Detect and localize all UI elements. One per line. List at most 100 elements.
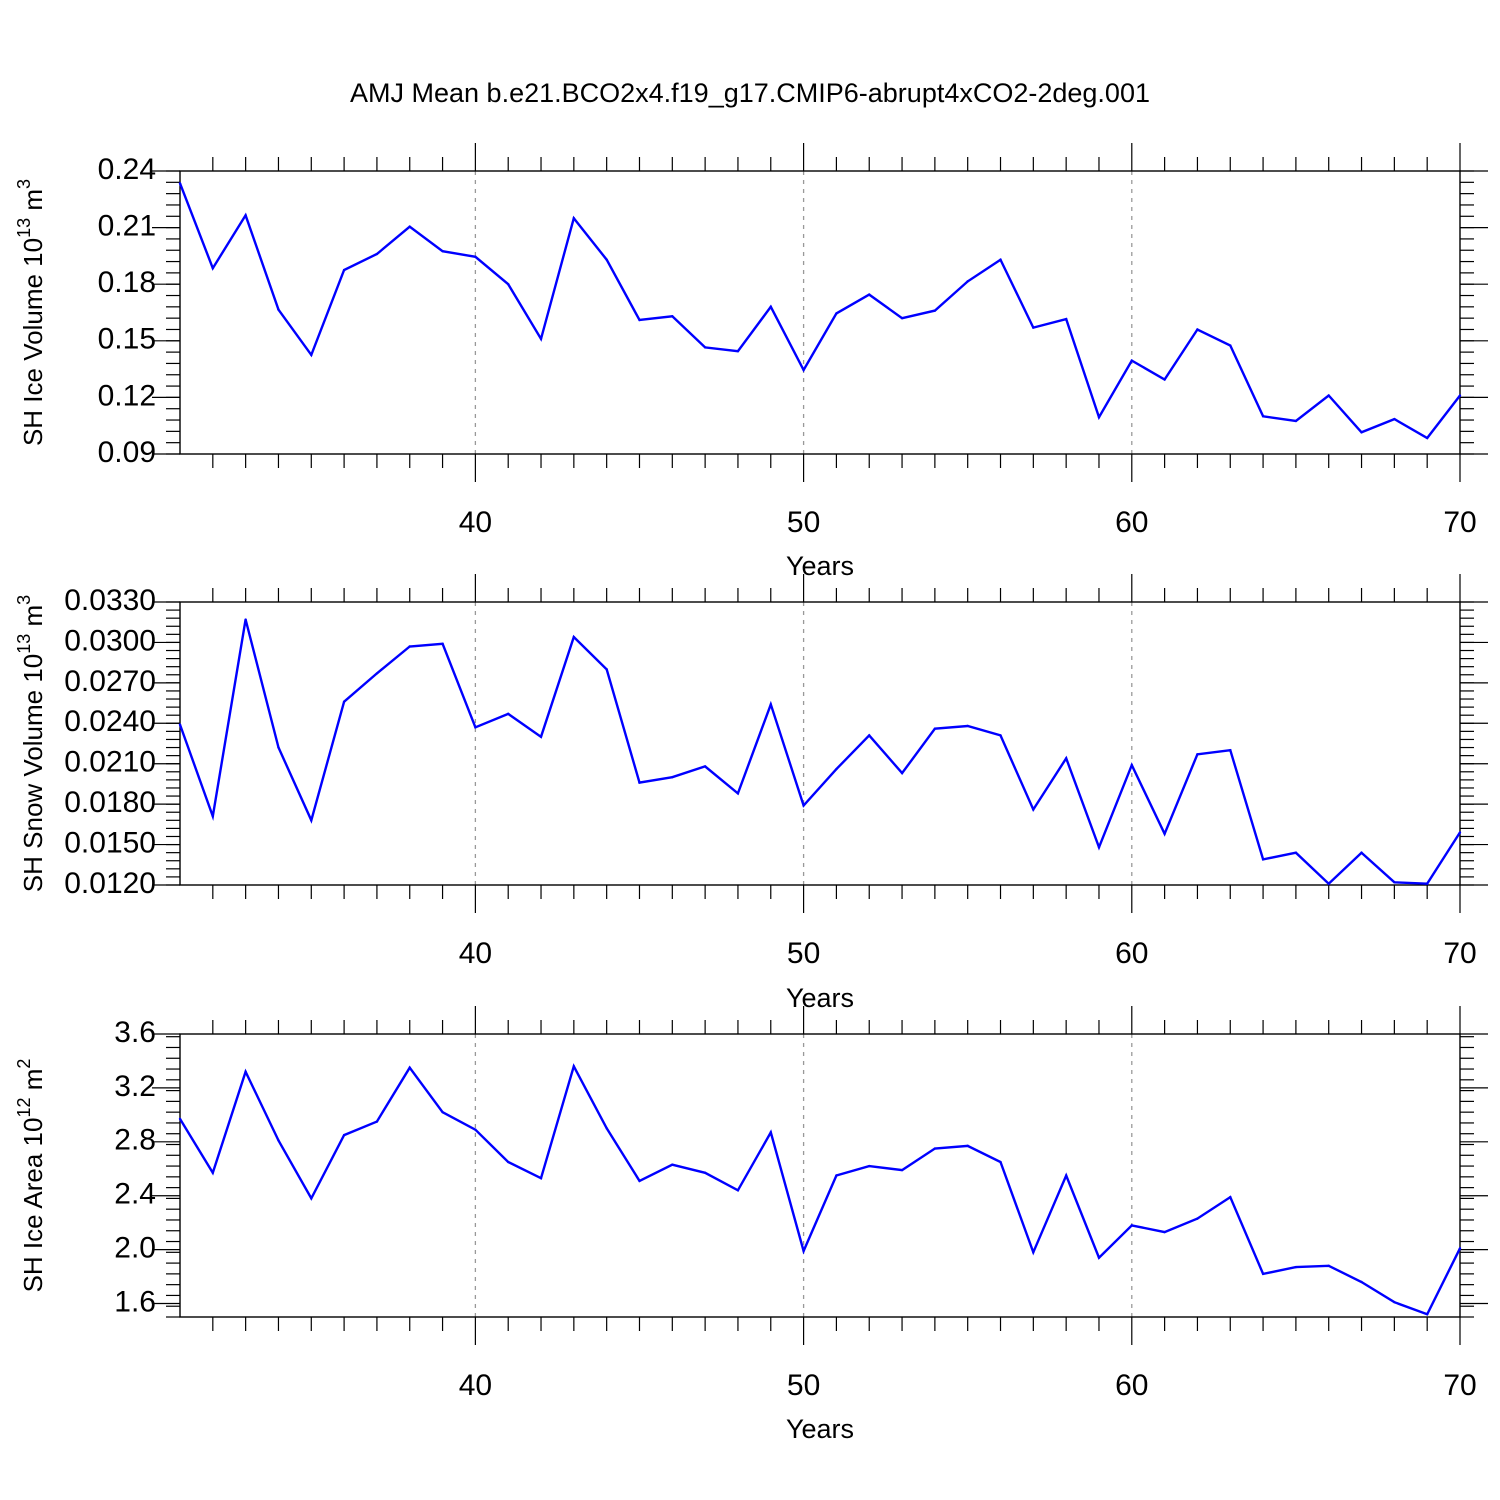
panel-3: 40 50 60 70 1.6 2.0 2.4 2.8 3.2 3.6 Years SH Ice Ar… bbox=[14, 1006, 1488, 1444]
y-tick-label: 3.6 bbox=[114, 1016, 156, 1049]
y-tick-label: 2.4 bbox=[114, 1178, 156, 1211]
data-point bbox=[671, 315, 674, 318]
data-point bbox=[605, 668, 608, 671]
data-point bbox=[441, 249, 444, 253]
data-point bbox=[900, 771, 904, 775]
panel-2: 40 50 60 70 0.0120 0.0150 0.0180 0.0210 0.0240 0.… bbox=[14, 574, 1488, 1013]
panel-1: 40 50 60 70 0.09 0.12 0.15 0.18 0.21 0.24 Years SH … bbox=[14, 143, 1488, 581]
data-point bbox=[244, 214, 247, 217]
data-point bbox=[638, 318, 641, 322]
x-tick-label: 50 bbox=[787, 937, 820, 970]
data-point bbox=[1163, 1230, 1166, 1234]
data-point bbox=[244, 618, 247, 621]
data-point bbox=[1425, 882, 1429, 885]
data-point bbox=[408, 645, 411, 648]
series-line bbox=[178, 1063, 1462, 1316]
y-tick-label: 0.0300 bbox=[64, 624, 156, 657]
data-point bbox=[211, 815, 215, 818]
data-point bbox=[1097, 1256, 1101, 1259]
data-point bbox=[1130, 763, 1133, 767]
y-tick-label: 0.0150 bbox=[64, 826, 156, 859]
data-point bbox=[1294, 419, 1298, 423]
y-axis-label: SH Ice Area 1012 m2 bbox=[14, 1059, 48, 1293]
data-point bbox=[703, 765, 707, 768]
x-tick-label: 50 bbox=[787, 1369, 820, 1402]
data-point bbox=[178, 723, 182, 726]
data-point bbox=[703, 346, 707, 349]
data-point bbox=[1458, 1247, 1462, 1250]
data-point bbox=[211, 266, 215, 270]
data-point bbox=[1261, 858, 1265, 861]
data-point bbox=[769, 703, 772, 706]
data-point bbox=[507, 1160, 510, 1164]
data-point bbox=[966, 1144, 969, 1148]
data-point bbox=[375, 672, 379, 675]
y-tick-label: 1.6 bbox=[114, 1285, 156, 1318]
x-tick-label: 70 bbox=[1443, 937, 1476, 970]
data-point bbox=[1064, 317, 1068, 321]
data-point bbox=[1130, 359, 1133, 362]
data-point bbox=[638, 1179, 641, 1183]
data-point bbox=[703, 1171, 707, 1175]
data-point bbox=[1327, 882, 1330, 885]
data-point bbox=[900, 316, 904, 320]
data-point bbox=[1360, 1280, 1363, 1284]
data-point bbox=[342, 268, 346, 272]
data-point bbox=[1458, 394, 1462, 397]
y-tick-label: 3.2 bbox=[114, 1070, 156, 1103]
data-point bbox=[999, 734, 1002, 737]
y-tick-label: 0.18 bbox=[98, 266, 156, 299]
x-axis-label: Years bbox=[786, 983, 854, 1013]
data-point bbox=[868, 734, 871, 737]
data-point bbox=[277, 308, 280, 311]
data-point bbox=[1163, 832, 1166, 835]
x-tick-label: 40 bbox=[459, 506, 492, 539]
series-line bbox=[178, 182, 1461, 440]
data-point bbox=[1393, 881, 1396, 884]
data-point bbox=[1360, 851, 1363, 854]
data-point bbox=[1196, 1217, 1199, 1220]
data-point bbox=[1393, 417, 1396, 421]
data-point bbox=[999, 258, 1002, 261]
data-point bbox=[539, 1176, 543, 1180]
data-point bbox=[1196, 328, 1199, 331]
data-point bbox=[310, 353, 313, 357]
data-point bbox=[211, 1171, 215, 1175]
data-point bbox=[572, 635, 576, 639]
data-point bbox=[375, 1120, 379, 1123]
x-tick-label: 50 bbox=[787, 506, 820, 539]
series-line bbox=[178, 619, 1462, 886]
data-point bbox=[474, 726, 477, 729]
y-tick-label: 0.0330 bbox=[64, 584, 156, 617]
data-point bbox=[769, 1131, 772, 1134]
data-point bbox=[933, 1147, 937, 1150]
data-point bbox=[1261, 415, 1265, 418]
data-point bbox=[1032, 808, 1035, 811]
plot-frame bbox=[179, 601, 1461, 886]
data-point bbox=[441, 642, 444, 645]
data-point bbox=[835, 767, 838, 771]
data-point bbox=[605, 1127, 608, 1130]
y-axis-label: SH Snow Volume 1013 m3 bbox=[14, 595, 48, 892]
data-point bbox=[1196, 753, 1199, 756]
data-point bbox=[736, 349, 740, 353]
y-tick-label: 0.0180 bbox=[64, 786, 156, 819]
data-point bbox=[868, 293, 871, 296]
y-axis-label: SH Ice Volume 1013 m3 bbox=[14, 179, 48, 446]
data-point bbox=[1294, 851, 1298, 854]
data-point bbox=[1360, 431, 1363, 434]
data-point bbox=[999, 1160, 1002, 1164]
data-point bbox=[1032, 1251, 1035, 1254]
data-point bbox=[1229, 1195, 1232, 1199]
data-point bbox=[802, 368, 805, 372]
data-point bbox=[178, 182, 182, 185]
data-point bbox=[1032, 326, 1035, 329]
data-point bbox=[769, 305, 772, 309]
data-point bbox=[835, 1174, 838, 1177]
data-point bbox=[1327, 394, 1330, 397]
data-point bbox=[507, 283, 510, 286]
data-point bbox=[310, 1197, 313, 1200]
data-point bbox=[310, 819, 313, 822]
data-point bbox=[441, 1110, 444, 1114]
y-tick-label: 0.24 bbox=[98, 153, 156, 186]
